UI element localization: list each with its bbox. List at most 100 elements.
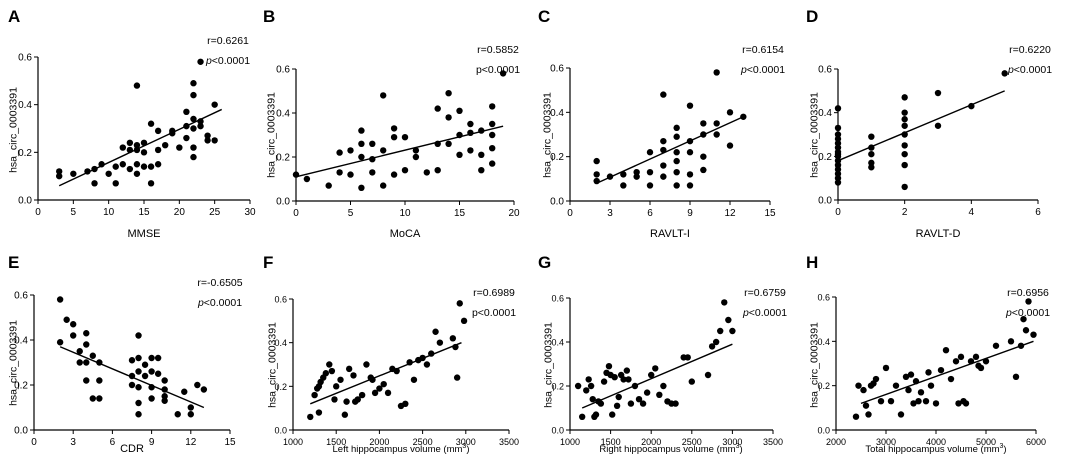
y-tick-label: 0.6 (817, 293, 830, 303)
data-point (436, 339, 444, 346)
y-tick-label: 0.6 (551, 294, 564, 304)
data-point (70, 321, 77, 328)
x-tick-label: 0 (567, 208, 573, 219)
data-point (133, 161, 141, 168)
data-point (105, 170, 112, 177)
regression-line (581, 343, 733, 409)
data-point (1022, 327, 1030, 334)
data-point (183, 134, 190, 142)
x-tick-label: 0 (293, 208, 299, 219)
data-point (197, 118, 204, 125)
data-point (593, 157, 600, 165)
data-point (901, 109, 908, 116)
data-point (968, 102, 975, 110)
data-point (605, 363, 613, 370)
data-point (625, 376, 632, 383)
y-tick-label: 0.4 (551, 338, 564, 348)
data-point (834, 105, 842, 112)
data-point (686, 102, 694, 109)
data-point (412, 153, 420, 161)
data-point (341, 411, 349, 418)
x-tick-label: 0 (31, 437, 37, 448)
data-point (901, 161, 908, 169)
data-point (292, 171, 300, 178)
data-point (91, 165, 98, 173)
data-point (901, 122, 908, 129)
x-tick-label: 3000 (722, 437, 742, 447)
data-point (489, 145, 496, 152)
data-point (684, 354, 691, 361)
x-tick-label: 3 (607, 208, 613, 219)
data-point (660, 146, 667, 154)
y-tick-label: 0.0 (818, 196, 832, 207)
data-point (56, 296, 64, 303)
data-point (211, 137, 218, 144)
data-point (148, 354, 155, 362)
data-point (76, 348, 83, 355)
data-point (135, 411, 142, 418)
data-point (384, 389, 392, 397)
data-point (643, 389, 651, 396)
y-tick-label: 0.0 (274, 426, 287, 436)
data-point (140, 139, 148, 146)
y-tick-label: 0.0 (551, 426, 564, 436)
p-value: p<0.0001 (205, 55, 250, 67)
data-point (673, 124, 680, 132)
data-point (609, 411, 616, 418)
data-point (358, 140, 365, 147)
data-point (354, 396, 361, 403)
data-point (656, 391, 663, 398)
data-point (967, 358, 975, 365)
data-point (190, 144, 197, 151)
data-point (1012, 373, 1020, 380)
data-point (190, 125, 197, 132)
panel-letter: E (8, 253, 19, 272)
data-point (937, 366, 945, 374)
data-point (98, 161, 105, 168)
data-point (646, 149, 654, 156)
data-point (852, 413, 860, 420)
data-point (83, 341, 90, 348)
y-tick-label: 0.6 (14, 291, 28, 302)
data-point (401, 134, 409, 141)
data-point (456, 131, 463, 139)
data-point (369, 140, 376, 147)
data-point (70, 332, 77, 339)
y-tick-label: 0.0 (18, 196, 32, 207)
data-point (147, 180, 155, 187)
x-axis-label: Right hippocampus volume (mm3) (599, 443, 742, 455)
data-point (96, 359, 103, 366)
y-tick-label: 0.6 (274, 295, 287, 305)
x-tick-label: 3000 (456, 437, 476, 447)
data-point (700, 153, 707, 160)
data-point (489, 160, 496, 167)
data-point (927, 382, 935, 389)
data-point (585, 376, 592, 383)
data-point (1017, 342, 1025, 349)
data-point (915, 397, 922, 405)
data-point (190, 115, 197, 123)
data-point (161, 393, 168, 400)
data-point (673, 182, 680, 189)
data-point (380, 147, 387, 154)
x-tick-label: 1000 (283, 437, 303, 447)
data-point (467, 129, 474, 136)
data-point (412, 147, 420, 154)
x-tick-label: 15 (224, 437, 236, 448)
y-axis-label: hsa_circ_0003391 (542, 92, 554, 178)
data-point (708, 343, 716, 350)
data-point (478, 167, 485, 174)
data-point (336, 149, 343, 156)
regression-line (860, 340, 1034, 405)
data-point (1025, 298, 1032, 305)
data-point (932, 400, 940, 407)
data-point (89, 352, 97, 359)
x-tick-label: 6 (1035, 207, 1041, 218)
data-point (713, 69, 720, 76)
data-point (452, 343, 459, 351)
y-tick-label: 0.4 (18, 100, 32, 111)
x-axis-label: Total hippocampus volume (mm3) (865, 443, 1006, 455)
x-tick-label: 15 (138, 207, 150, 218)
